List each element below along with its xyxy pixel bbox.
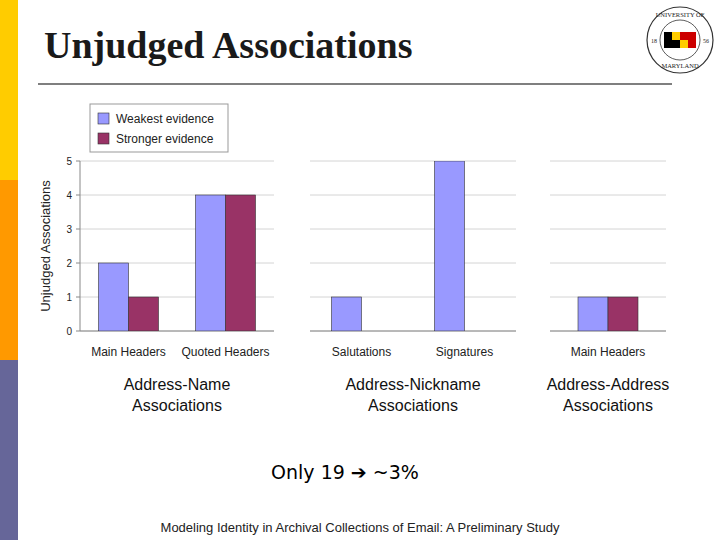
y-tick [76,161,80,162]
y-tick-label: 0 [66,326,72,337]
strip-yellow [0,0,18,180]
note: Only 19 ➔ ~3% [271,461,419,483]
grid-line [550,229,666,230]
x-tick-label: Main Headers [571,345,646,359]
x-axis-label-line: Associations [368,397,458,414]
y-tick-label: 5 [66,156,72,167]
x-axis-label-line: Associations [563,397,653,414]
bar [435,161,465,331]
title-rule [38,83,672,85]
slide: Unjudged Associations UNIVERSITY OF MARYLA… [0,0,720,540]
y-tick-label: 3 [66,224,72,235]
legend-label: Weakest evidence [116,112,214,126]
grid-line [80,161,274,162]
x-tick-label: Quoted Headers [181,345,269,359]
y-tick [76,297,80,298]
chart-panel: 0 1 2 3 4 5 Main Headers Quoted Headers Address-… [38,104,274,414]
grid-line [550,195,666,196]
strip-blue [0,360,18,540]
bar [196,195,226,331]
x-axis-label-line: Address-Address [547,376,670,393]
x-axis-label-line: Associations [132,397,222,414]
logo-inner [660,20,700,60]
logo: UNIVERSITY OF MARYLAND 18 56 [647,7,713,73]
x-axis-label: Address-Address Associations [547,376,670,414]
bars [332,161,465,331]
y-axis-label: Unjudged Associations [38,180,53,312]
y-tick-label: 4 [66,190,72,201]
x-tick-label: Signatures [436,345,493,359]
bar [226,195,256,331]
y-tick [76,331,80,332]
legend-label: Stronger evidence [116,132,214,146]
legend-swatch [98,133,109,144]
grid-line [550,161,666,162]
y-tick-label: 2 [66,258,72,269]
footer: Modeling Identity in Archival Collection… [161,520,560,535]
x-axis-label: Address-Nickname Associations [345,376,480,414]
bar [608,297,638,331]
bar [362,331,392,332]
y-tick [76,195,80,196]
grid-line [550,263,666,264]
logo-quarter [680,40,688,48]
bar [129,297,159,331]
logo-text: 56 [703,38,709,44]
x-tick-label: Main Headers [91,345,166,359]
logo-text: MARYLAND [661,62,699,69]
strip-orange [0,180,18,360]
logo-quarter [664,32,680,48]
y-axis [80,161,81,331]
x-axis-label-line: Address-Name [124,376,231,393]
bar [465,331,495,332]
legend-swatch [98,113,109,124]
x-tick-label: Salutations [332,345,391,359]
logo-text: 18 [651,38,657,44]
bar [99,263,129,331]
y-tick-label: 1 [66,292,72,303]
logo-text: UNIVERSITY OF [656,11,705,18]
logo-quarter [680,32,696,48]
grid-line [310,195,516,196]
bar [332,297,362,331]
bars [99,195,256,331]
legend-box [90,104,228,152]
x-axis-label: Address-Name Associations [124,376,231,414]
slide-title: Unjudged Associations [44,24,412,66]
y-tick [76,229,80,230]
legend: Weakest evidence Stronger evidence [90,104,228,152]
logo-quarter [672,32,680,40]
bar [578,297,608,331]
grid-line [310,161,516,162]
grid-line [310,229,516,230]
grid-line [310,263,516,264]
logo-ring [647,7,713,73]
y-tick [76,263,80,264]
chart-panel: Main Headers Address-Address Associations [547,161,670,414]
x-axis-label-line: Address-Nickname [345,376,480,393]
bars [578,297,638,331]
chart-panel: Salutations Signatures Address-Nickname Ass… [310,161,516,414]
